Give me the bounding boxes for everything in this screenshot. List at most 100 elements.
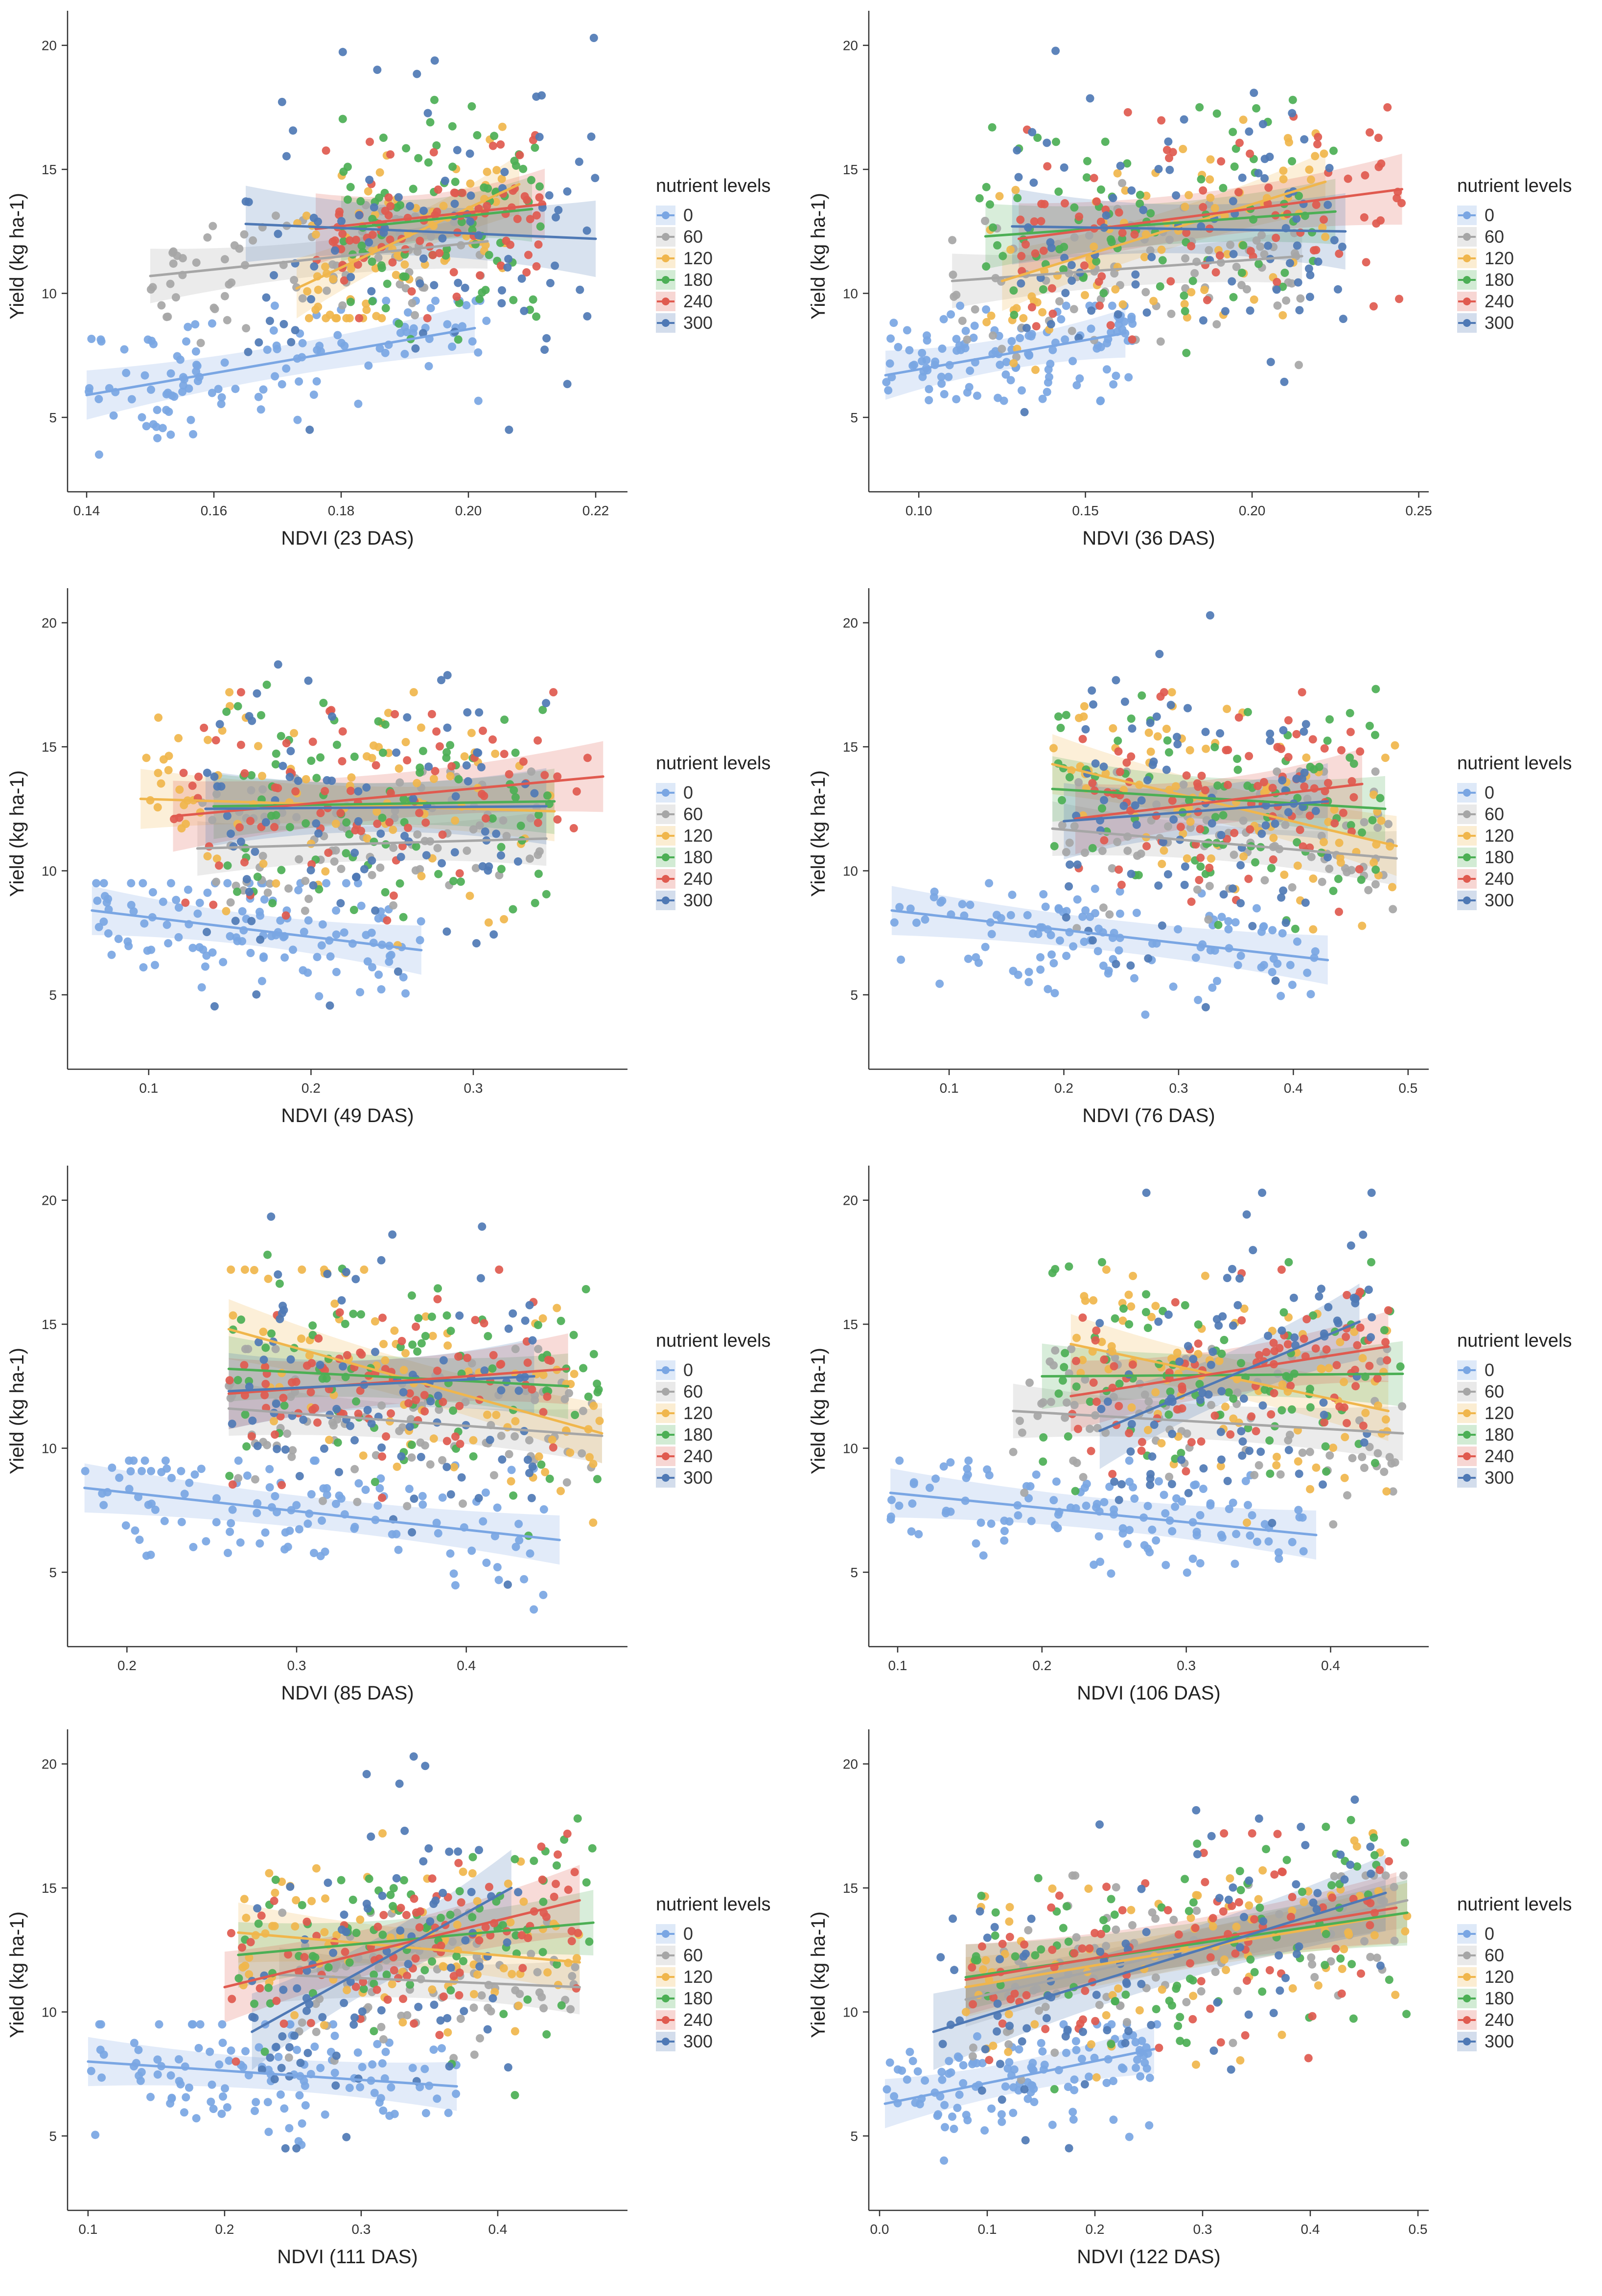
data-point-0 — [280, 2104, 289, 2113]
data-point-240 — [1269, 1338, 1278, 1347]
data-point-240 — [1270, 1870, 1279, 1879]
chart-panel-23-das: 5 10 15 20 0.14 0.16 0.18 0.20 0.22 NDVI (23 DAS)… — [0, 0, 801, 577]
data-point-120 — [1031, 366, 1040, 374]
data-point-180 — [371, 1478, 379, 1486]
data-point-300 — [1088, 686, 1096, 695]
data-point-0 — [890, 2092, 899, 2101]
data-point-120 — [1151, 1302, 1160, 1310]
data-point-240 — [1197, 1977, 1206, 1986]
data-point-120 — [553, 1304, 561, 1312]
data-point-0 — [1108, 301, 1116, 310]
data-point-180 — [1265, 1436, 1274, 1445]
y-tick-label: 15 — [843, 1317, 858, 1332]
data-point-120 — [307, 839, 315, 848]
data-point-180 — [1237, 1359, 1245, 1368]
data-point-180 — [399, 795, 408, 804]
data-point-0 — [884, 386, 893, 395]
data-point-120 — [218, 726, 227, 735]
legend-label-240: 240 — [1485, 2010, 1514, 2030]
data-point-300 — [445, 2062, 454, 2071]
data-point-300 — [1201, 728, 1210, 736]
data-point-0 — [107, 950, 116, 959]
data-point-180 — [1099, 1916, 1108, 1925]
data-point-240 — [1243, 1976, 1251, 1985]
data-point-180 — [1224, 1388, 1233, 1397]
data-point-240 — [1022, 1991, 1031, 1999]
data-point-60 — [230, 241, 239, 250]
data-point-120 — [1369, 790, 1378, 799]
data-point-300 — [1091, 759, 1100, 768]
data-point-240 — [1210, 1411, 1219, 1420]
data-point-0 — [227, 2046, 235, 2055]
data-point-0 — [1030, 2098, 1039, 2106]
data-point-120 — [174, 734, 183, 742]
data-point-60 — [1118, 179, 1127, 187]
data-point-300 — [1028, 128, 1037, 137]
data-point-300 — [253, 1442, 262, 1450]
data-point-240 — [1199, 203, 1207, 211]
data-point-240 — [439, 1992, 448, 2001]
data-point-0 — [184, 885, 192, 894]
data-point-0 — [307, 1490, 316, 1499]
legend-label-120: 120 — [683, 1967, 713, 1987]
legend-label-240: 240 — [1485, 1446, 1514, 1466]
data-point-300 — [1233, 1301, 1242, 1309]
data-point-0 — [323, 1491, 331, 1499]
data-point-180 — [1197, 175, 1206, 184]
data-point-300 — [376, 829, 385, 838]
data-point-0 — [976, 1518, 985, 1527]
data-point-300 — [409, 794, 418, 803]
data-point-300 — [1043, 138, 1051, 147]
data-point-180 — [454, 335, 463, 344]
data-point-60 — [171, 293, 180, 302]
data-point-180 — [1288, 95, 1297, 104]
data-point-300 — [1258, 1189, 1267, 1197]
data-point-180 — [416, 763, 424, 772]
data-point-180 — [1051, 1265, 1060, 1273]
data-point-60 — [304, 895, 313, 903]
data-point-300 — [1147, 2020, 1156, 2029]
legend-label-180: 180 — [1485, 1988, 1514, 2008]
data-point-180 — [468, 1853, 477, 1861]
data-point-240 — [261, 1362, 270, 1371]
data-point-240 — [312, 1931, 321, 1940]
data-point-120 — [1206, 155, 1215, 164]
data-point-300 — [481, 827, 489, 836]
data-point-0 — [914, 1530, 923, 1538]
data-point-180 — [407, 1441, 416, 1449]
data-point-180 — [1244, 1424, 1253, 1432]
data-point-0 — [166, 430, 175, 439]
data-point-0 — [1026, 1482, 1035, 1491]
data-point-300 — [426, 1917, 435, 1926]
data-point-300 — [1172, 191, 1181, 200]
data-point-300 — [362, 783, 371, 792]
data-point-60 — [265, 879, 274, 888]
data-point-300 — [416, 279, 424, 288]
data-point-300 — [591, 174, 600, 183]
data-point-180 — [1358, 828, 1366, 837]
data-point-0 — [964, 954, 973, 963]
data-point-180 — [381, 720, 390, 729]
data-point-300 — [443, 671, 452, 680]
x-tick-label: 0.1 — [888, 1658, 907, 1673]
data-point-60 — [1046, 1398, 1055, 1406]
data-point-180 — [488, 814, 497, 823]
data-point-240 — [455, 869, 464, 878]
data-point-60 — [377, 1401, 386, 1410]
data-point-180 — [448, 122, 457, 131]
x-tick-label: 0.5 — [1398, 1080, 1417, 1096]
data-point-0 — [1128, 320, 1137, 328]
data-point-240 — [1247, 1412, 1256, 1421]
data-point-60 — [1058, 821, 1067, 829]
data-point-120 — [360, 1265, 369, 1274]
data-point-180 — [271, 760, 280, 769]
data-point-300 — [1126, 1447, 1135, 1456]
chart-panel-36-das: 5 10 15 20 0.10 0.15 0.20 0.25 NDVI (36 DAS) Yiel… — [801, 0, 1602, 577]
data-point-300 — [1163, 870, 1172, 879]
data-point-240 — [1157, 116, 1166, 125]
data-point-240 — [1090, 174, 1098, 183]
data-point-0 — [979, 1551, 988, 1560]
data-point-180 — [338, 115, 347, 123]
data-point-0 — [251, 2107, 259, 2115]
data-point-300 — [1131, 280, 1140, 289]
